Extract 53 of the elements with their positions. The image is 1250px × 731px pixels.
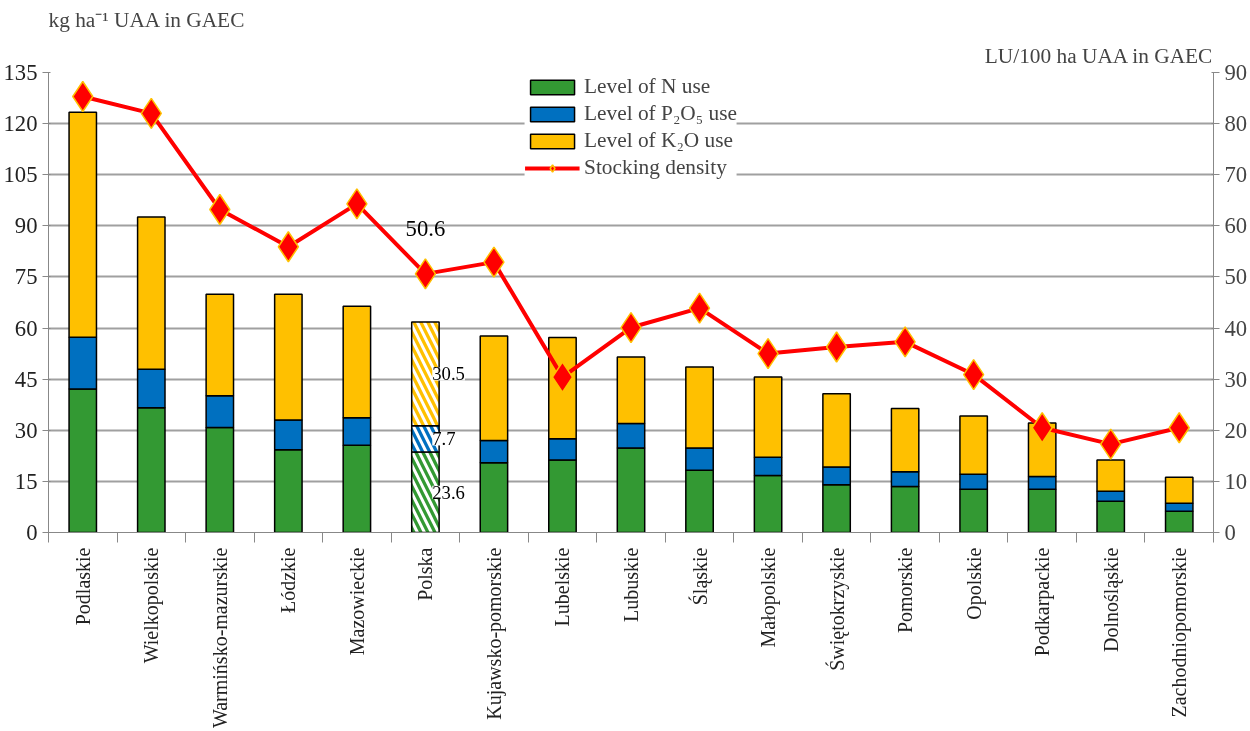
y-tick-label: 120: [3, 111, 38, 137]
y-tick-label: 105: [3, 162, 38, 188]
x-tick-label: Mazowieckie: [345, 547, 368, 656]
y-tick-label: 45: [14, 366, 38, 392]
y2-tick-label: 80: [1224, 111, 1248, 137]
data-label: 50.6: [405, 216, 446, 242]
legend-label: Level of K₂O use: [584, 128, 734, 153]
x-tick-label: Podkarpackie: [1031, 547, 1055, 657]
y-axis-title: kg ha⁻¹ UAA in GAEC: [48, 7, 245, 32]
y2-tick-label: 50: [1224, 264, 1248, 290]
y2-tick-label: 0: [1224, 520, 1236, 545]
y-tick-label: 30: [14, 417, 38, 443]
y-tick-label: 15: [14, 468, 38, 494]
data-label: 23.6: [432, 481, 465, 503]
point: [825, 331, 848, 363]
y2-tick-label: 90: [1224, 60, 1248, 85]
x-tick-label: Świętokrzyskie: [824, 547, 849, 671]
x-tick-label: Zachodniopomorskie: [1168, 547, 1192, 718]
y2-axis-title: LU/100 ha UAA in GAEC: [984, 43, 1213, 68]
y2-tick-label: 60: [1224, 213, 1248, 239]
x-tick-label: Pomorskie: [894, 547, 917, 634]
x-tick-label: Wielkopolskie: [140, 547, 164, 664]
y2-tick-label: 30: [1224, 366, 1248, 392]
x-tick-label: Lubelskie: [551, 547, 574, 627]
data-label: 7.7: [432, 428, 456, 450]
y-tick-label: 60: [14, 315, 38, 341]
y2-tick-label: 20: [1224, 417, 1248, 443]
x-tick-label: Podlaskie: [71, 547, 94, 626]
y-tick-label: 75: [14, 264, 38, 290]
y2-tick-label: 70: [1224, 162, 1248, 188]
legend-label: Stocking density: [584, 155, 727, 180]
x-tick-label: Śląskie: [687, 547, 712, 606]
y-tick-label: 90: [14, 213, 38, 239]
x-tick-label: Warmińsko-mazurskie: [208, 547, 231, 729]
point: [551, 361, 574, 393]
x-tick-label: Małopolskie: [757, 547, 781, 648]
point: [414, 258, 437, 290]
x-tick-label: Opolskie: [962, 547, 986, 620]
x-tick-label: Dolnośląskie: [1099, 547, 1123, 652]
legend-label: Level of P₂O₅ use: [584, 101, 737, 126]
data-label: 30.5: [432, 363, 465, 385]
point: [688, 292, 711, 324]
x-tick-label: Lubuskie: [620, 547, 642, 622]
x-tick-label: Łódzkie: [277, 547, 300, 614]
y2-tick-label: 10: [1224, 468, 1248, 494]
y2-tick-label: 40: [1224, 315, 1248, 341]
point: [277, 231, 300, 263]
point: [1099, 428, 1122, 460]
x-tick-label: Kujawsko-pomorskie: [482, 547, 506, 720]
y-tick-label: 135: [3, 60, 38, 85]
y-tick-label: 0: [26, 520, 38, 545]
x-tick-label: Polska: [414, 547, 437, 601]
legend-label: Level of N use: [584, 74, 711, 99]
